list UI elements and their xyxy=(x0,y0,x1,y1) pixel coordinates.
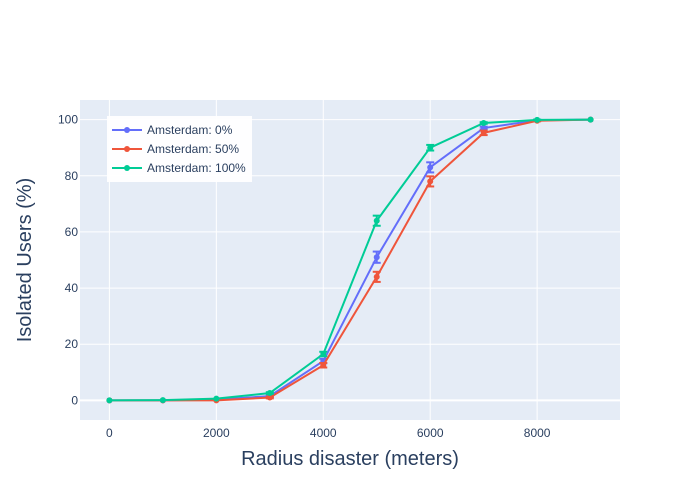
legend[interactable]: Amsterdam: 0% Amsterdam: 50% Amsterdam: 10… xyxy=(107,116,252,182)
legend-item[interactable]: Amsterdam: 50% xyxy=(112,142,239,156)
data-point xyxy=(266,394,273,401)
data-point xyxy=(320,351,327,358)
data-point xyxy=(266,390,273,397)
data-point xyxy=(427,164,434,171)
data-point xyxy=(320,362,327,369)
x-tick-label: 0 xyxy=(106,426,113,440)
legend-marker xyxy=(124,127,130,133)
legend-label: Amsterdam: 0% xyxy=(147,123,233,137)
legend-label: Amsterdam: 100% xyxy=(147,161,246,175)
x-tick-label: 2000 xyxy=(203,426,230,440)
tick-labels: 0 2000 4000 6000 8000 0 20 40 60 80 100 xyxy=(58,113,551,440)
data-point xyxy=(373,217,380,224)
x-tick-label: 6000 xyxy=(417,426,444,440)
data-point xyxy=(373,273,380,280)
y-tick-label: 0 xyxy=(71,393,78,407)
data-point xyxy=(534,116,541,123)
data-point xyxy=(106,397,113,404)
x-axis-title: Radius disaster (meters) xyxy=(241,448,459,470)
x-tick-label: 4000 xyxy=(310,426,337,440)
legend-marker xyxy=(124,146,130,152)
x-tick-label: 8000 xyxy=(524,426,551,440)
series-layer xyxy=(106,116,594,404)
y-axis-title: Isolated Users (%) xyxy=(14,178,36,343)
legend-item[interactable]: Amsterdam: 100% xyxy=(112,161,246,175)
data-point xyxy=(159,397,166,404)
y-tick-label: 60 xyxy=(65,225,79,239)
y-tick-label: 40 xyxy=(65,281,79,295)
y-tick-label: 100 xyxy=(58,113,78,127)
data-point xyxy=(427,178,434,185)
data-point xyxy=(373,254,380,261)
data-point xyxy=(427,144,434,151)
data-point xyxy=(480,125,487,132)
series-line xyxy=(109,118,591,402)
data-point xyxy=(587,116,594,123)
series-3 xyxy=(106,116,594,404)
y-tick-label: 20 xyxy=(65,337,79,351)
data-point xyxy=(480,129,487,136)
legend-label: Amsterdam: 50% xyxy=(147,142,239,156)
data-point xyxy=(480,120,487,127)
legend-marker xyxy=(124,165,130,171)
data-point xyxy=(213,395,220,402)
legend-item[interactable]: Amsterdam: 0% xyxy=(112,123,233,137)
y-tick-label: 80 xyxy=(65,169,79,183)
